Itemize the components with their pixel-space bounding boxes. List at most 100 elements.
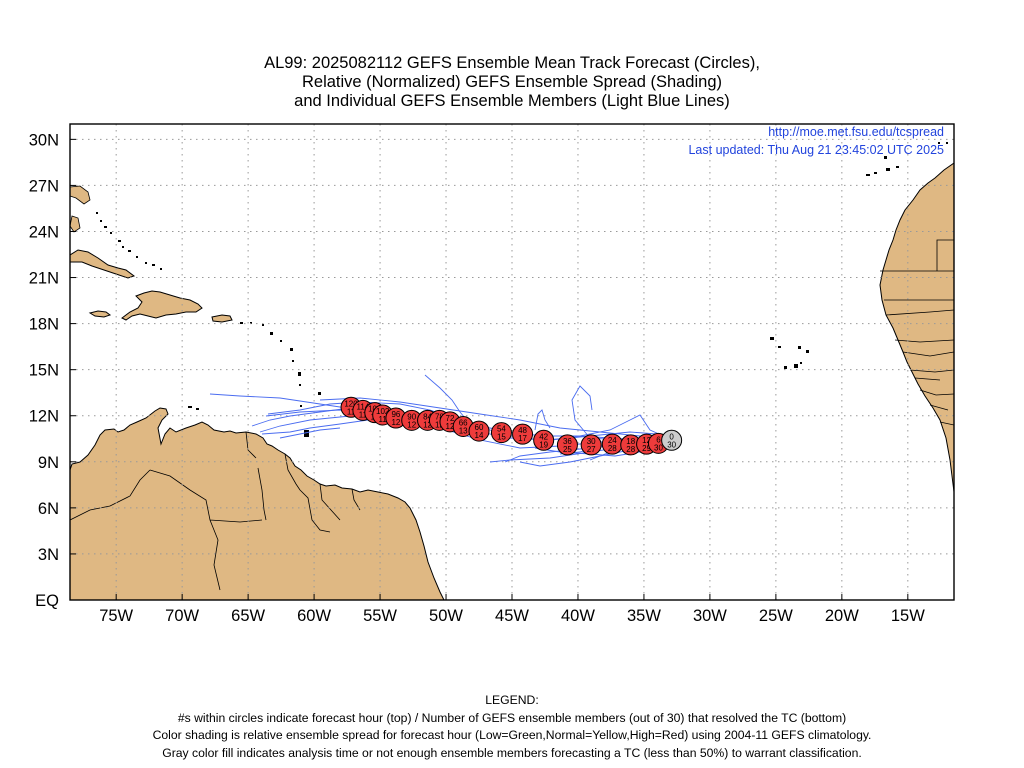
lat-tick-label: EQ [35,592,59,610]
forecast-hour-label: 60 [475,423,484,432]
lon-tick-label: 55W [363,607,397,625]
lon-tick-label: 60W [297,607,331,625]
track-circle [468,420,490,442]
track-circle [490,422,512,444]
lon-tick-label: 35W [627,607,661,625]
forecast-hour-label: 30 [587,437,596,446]
forecast-hour-label: 48 [518,426,527,435]
member-count-label: 12 [423,420,432,429]
forecast-hour-label: 90 [407,412,416,421]
member-count-label: 15 [497,433,506,442]
track-point: 030 [661,429,683,451]
forecast-hour-label: 96 [391,410,400,419]
forecast-hour-label: 120 [344,399,358,408]
land-south-america [70,407,445,600]
source-url[interactable]: http://moe.met.fsu.edu/tcspread [768,125,944,139]
forecast-hour-label: 66 [459,418,468,427]
member-count-label: 11 [379,415,388,424]
mean-track: 1201111411108111021196129012841278127212… [340,396,683,456]
small-islands [96,142,948,437]
member-count-label: 12 [391,418,400,427]
member-count-label: 12 [407,420,416,429]
lat-tick-label: 24N [29,223,59,241]
title-line-2: Relative (Normalized) GEFS Ensemble Spre… [301,73,722,91]
track-circle [533,429,555,451]
forecast-hour-label: 0 [669,432,674,441]
track-circle [512,423,534,445]
forecast-hour-label: 72 [446,414,455,423]
lat-tick-label: 6N [38,500,59,518]
forecast-hour-label: 24 [608,436,617,445]
forecast-hour-label: 84 [423,412,432,421]
member-count-label: 13 [459,426,468,435]
legend-line-1: #s within circles indicate forecast hour… [177,710,847,725]
legend: LEGEND: #s within circles indicate forec… [0,692,1024,762]
member-count-label: 12 [446,422,455,431]
lat-tick-label: 30N [29,131,59,149]
legend-line-2: Color shading is relative ensemble sprea… [152,728,872,742]
forecast-hour-label: 102 [376,407,390,416]
member-count-label: 27 [587,445,596,454]
lat-tick-label: 27N [29,177,59,195]
lat-tick-label: 3N [38,546,59,564]
lon-tick-label: 45W [495,607,529,625]
land-hispaniola [121,290,203,321]
forecast-hour-label: 18 [626,437,635,446]
land-bahamas [70,185,91,233]
legend-heading: LEGEND: [485,693,539,707]
lat-tick-label: 9N [38,454,59,472]
lat-tick-label: 21N [29,270,59,288]
member-count-label: 28 [626,445,635,454]
member-count-label: 14 [475,431,484,440]
lat-tick-label: 15N [29,362,59,380]
map-grid [70,124,954,601]
member-count-label: 11 [359,410,368,419]
title-line-3: and Individual GEFS Ensemble Members (Li… [294,92,730,110]
track-circle [580,434,602,456]
lon-tick-label: 75W [99,607,133,625]
lon-tick-label: 30W [693,607,727,625]
lon-tick-label: 70W [165,607,199,625]
lon-tick-label: 50W [429,607,463,625]
title-line-1: AL99: 2025082112 GEFS Ensemble Mean Trac… [264,54,760,72]
member-count-label: 30 [654,443,663,452]
lon-tick-label: 65W [231,607,265,625]
lon-tick-label: 40W [561,607,595,625]
member-count-label: 12 [435,420,444,429]
lon-tick-label: 20W [825,607,859,625]
member-count-label: 11 [347,407,356,416]
forecast-hour-label: 78 [435,412,444,421]
track-circle [556,434,578,456]
forecast-hour-label: 114 [357,402,370,411]
member-count-label: 19 [539,440,548,449]
lat-tick-label: 18N [29,316,59,334]
last-updated: Last updated: Thu Aug 21 23:45:02 UTC 20… [688,143,944,157]
forecast-hour-label: 12 [642,436,651,445]
south-america-borders [70,431,361,591]
forecast-hour-label: 6 [656,435,661,444]
member-count-label: 28 [608,444,617,453]
member-count-label: 29 [642,444,651,453]
member-count-label: 17 [518,434,527,443]
land-puerto-rico [211,314,233,323]
lon-tick-label: 15W [891,607,925,625]
land-jamaica [88,310,112,318]
forecast-hour-label: 36 [563,437,572,446]
lat-tick-label: 12N [29,408,59,426]
land-cuba [70,249,136,279]
member-count-label: 30 [667,440,676,449]
land-africa [879,162,954,493]
lon-tick-label: 25W [759,607,793,625]
africa-borders [880,239,954,426]
figure-title: AL99: 2025082112 GEFS Ensemble Mean Trac… [0,54,1024,111]
member-count-label: 25 [563,445,572,454]
